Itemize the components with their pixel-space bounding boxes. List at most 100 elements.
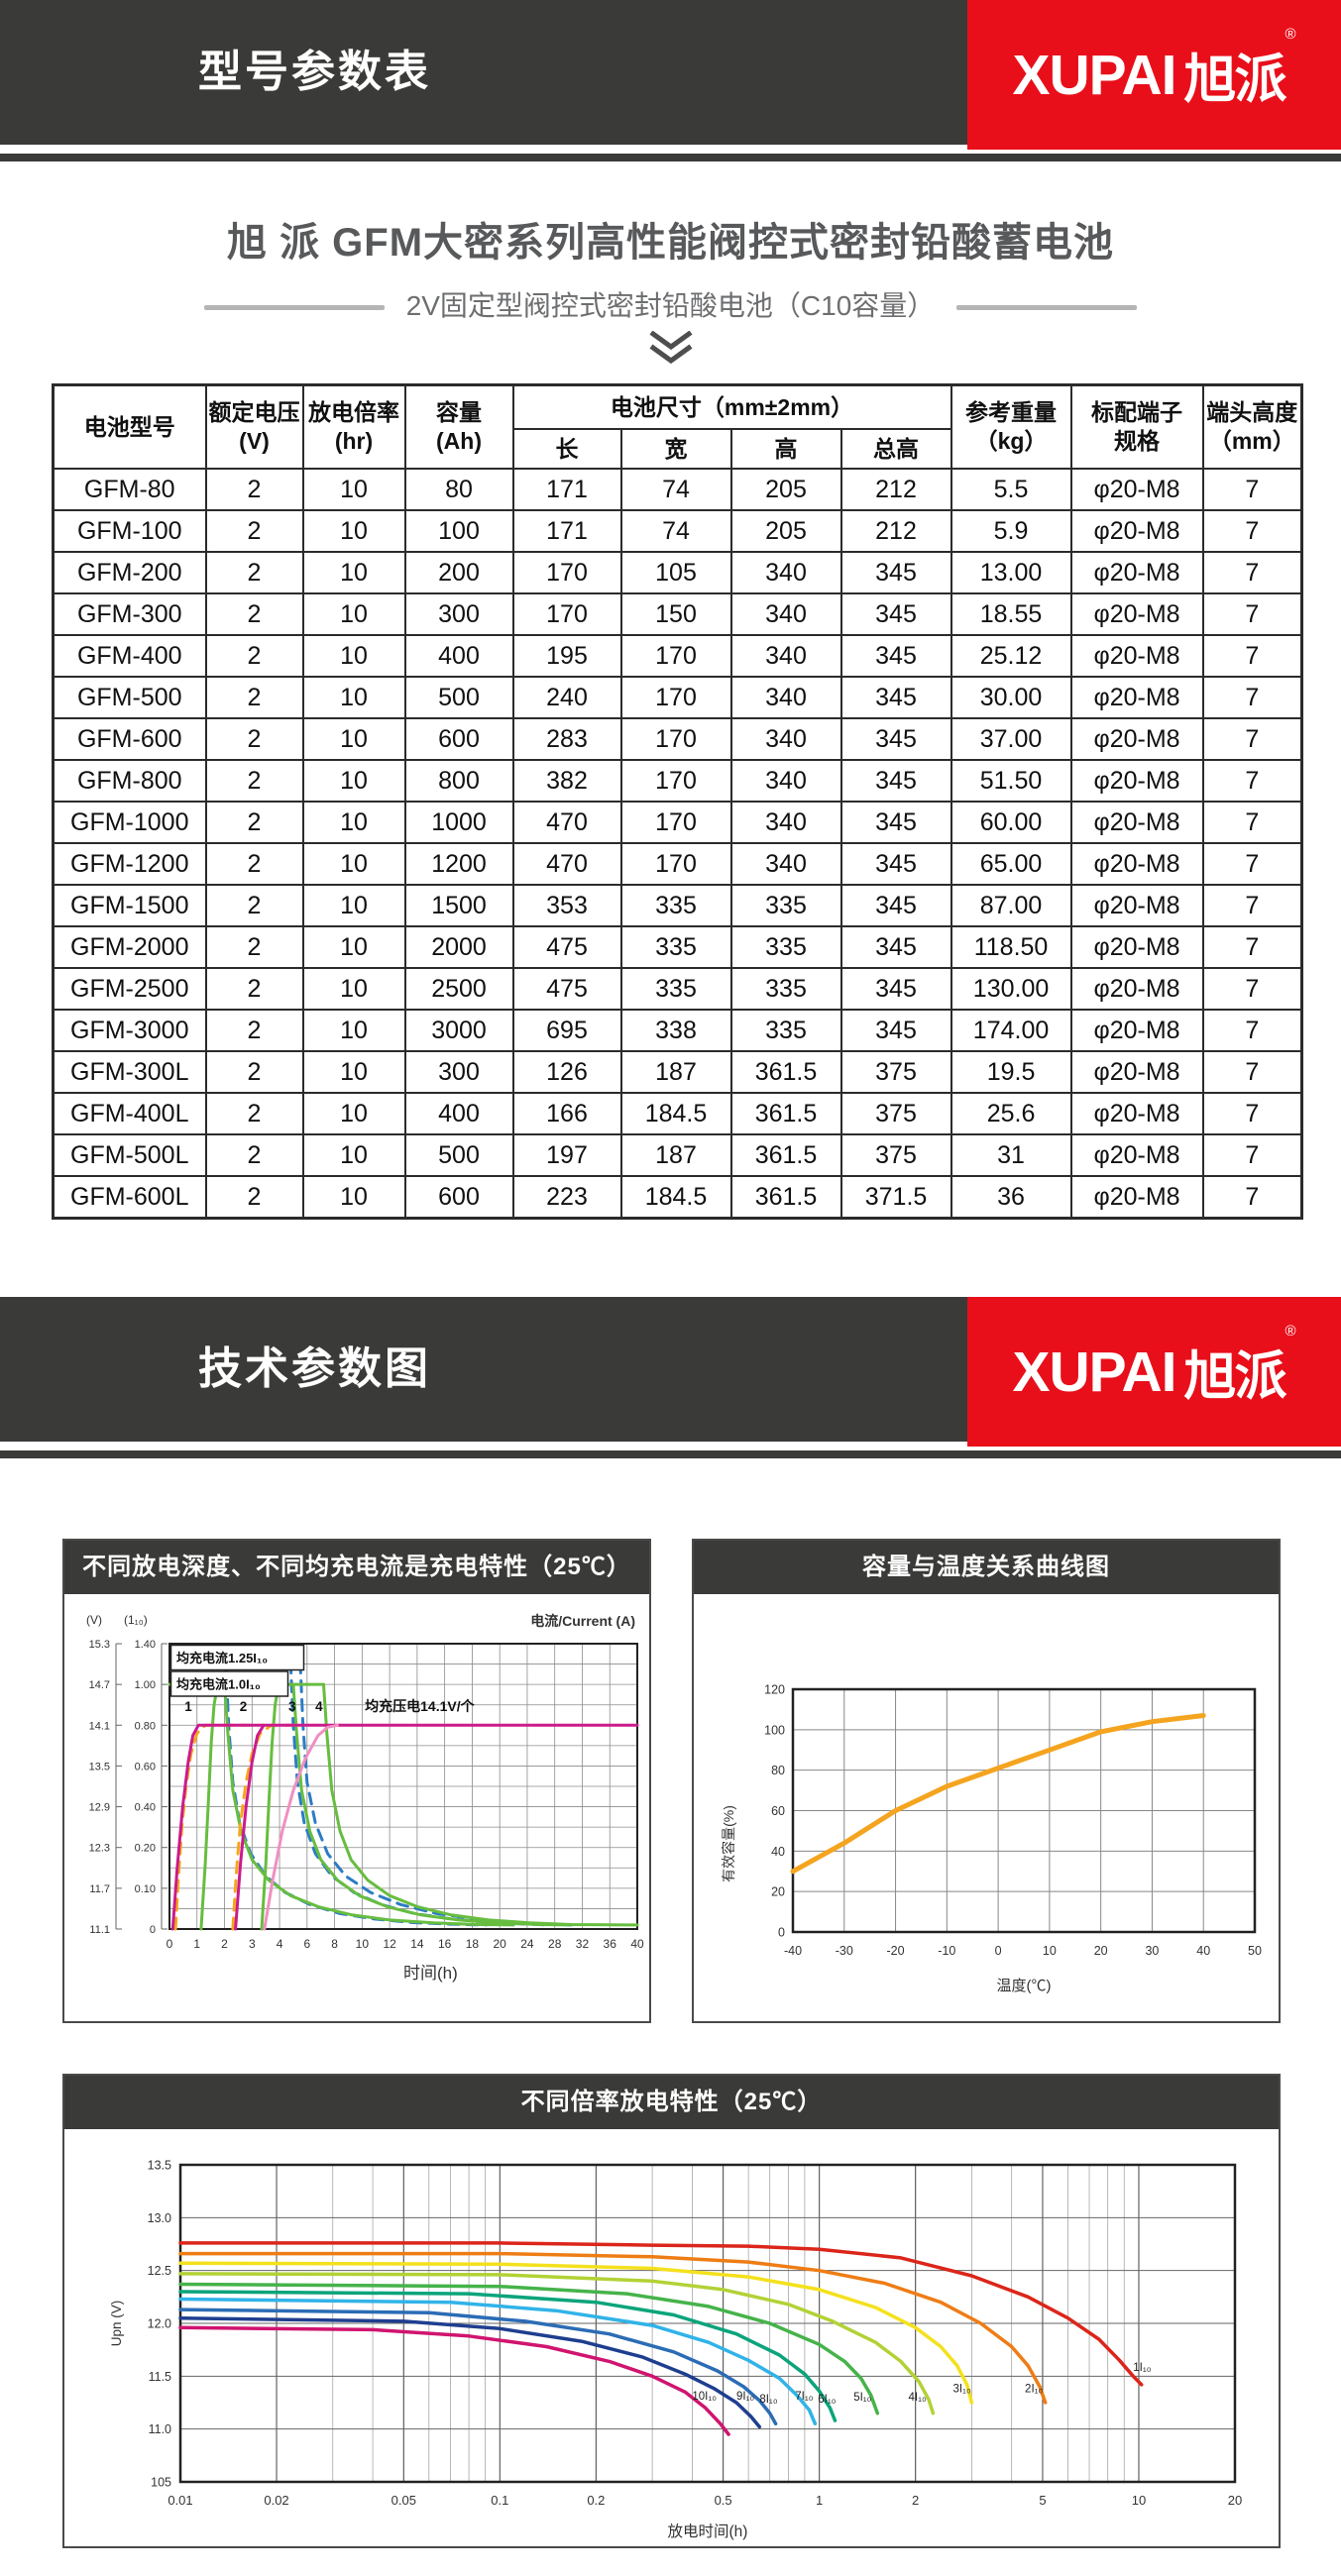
svg-text:(1₁₀): (1₁₀) xyxy=(124,1613,148,1627)
table-cell: GFM-2500 xyxy=(52,967,207,1011)
table-cell: 400 xyxy=(403,1092,514,1135)
svg-text:2I₁₀: 2I₁₀ xyxy=(1025,2383,1043,2395)
svg-text:15.3: 15.3 xyxy=(89,1639,110,1651)
col-header-model: 电池型号 xyxy=(52,383,207,470)
table-cell: 170 xyxy=(619,717,732,761)
svg-text:14: 14 xyxy=(410,1937,424,1951)
svg-text:0: 0 xyxy=(778,1926,785,1940)
table-cell: 5.5 xyxy=(950,468,1072,511)
brand-logo-text-cn: 旭派 xyxy=(1183,50,1286,109)
svg-text:2: 2 xyxy=(221,1937,228,1951)
svg-text:13.5: 13.5 xyxy=(89,1761,110,1772)
table-cell: 500 xyxy=(403,1133,514,1177)
table-row: GFM-1500 2 10 1500 353 335 335 345 87.00 φ20-M8 7 xyxy=(52,884,1303,927)
table-cell: GFM-800 xyxy=(52,759,207,803)
table-cell: 170 xyxy=(619,842,732,886)
table-cell: 74 xyxy=(619,468,732,511)
table-cell: φ20-M8 xyxy=(1069,842,1204,886)
table-cell: 2 xyxy=(204,1092,304,1135)
panel-capacity-temperature: 容量与温度关系曲线图 0 20 40 60 80 100 120 -40 -30 -20 -10 0 1… xyxy=(692,1539,1281,2023)
svg-text:7I₁₀: 7I₁₀ xyxy=(795,2391,813,2403)
svg-text:0.1: 0.1 xyxy=(491,2493,508,2508)
svg-text:40: 40 xyxy=(771,1845,785,1859)
svg-text:13.0: 13.0 xyxy=(148,2211,171,2225)
table-cell: 400 xyxy=(403,634,514,678)
table-cell: 2 xyxy=(204,1175,304,1220)
table-cell: 170 xyxy=(619,634,732,678)
table-cell: 335 xyxy=(619,925,732,969)
table-cell: 171 xyxy=(511,468,622,511)
table-cell: φ20-M8 xyxy=(1069,634,1204,678)
table-cell: 340 xyxy=(729,759,842,803)
table-cell: 345 xyxy=(839,925,952,969)
table-cell: 7 xyxy=(1201,967,1303,1011)
table-cell: 353 xyxy=(511,884,622,927)
table-row: GFM-2500 2 10 2500 475 335 335 345 130.00 φ20-M8 7 xyxy=(52,967,1303,1011)
table-cell: 361.5 xyxy=(729,1050,842,1094)
table-cell: GFM-500L xyxy=(52,1133,207,1177)
svg-text:0.10: 0.10 xyxy=(135,1883,156,1895)
header-divider-strip xyxy=(0,154,1341,161)
table-cell: 300 xyxy=(403,1050,514,1094)
table-cell: 600 xyxy=(403,717,514,761)
svg-text:3I₁₀: 3I₁₀ xyxy=(952,2383,970,2395)
svg-text:3: 3 xyxy=(288,1699,296,1714)
table-cell: 345 xyxy=(839,551,952,594)
svg-text:14.7: 14.7 xyxy=(89,1679,110,1691)
table-cell: GFM-200 xyxy=(52,551,207,594)
table-cell: 3000 xyxy=(403,1009,514,1052)
table-cell: 361.5 xyxy=(729,1133,842,1177)
svg-text:4: 4 xyxy=(315,1699,323,1714)
svg-text:0.5: 0.5 xyxy=(715,2493,732,2508)
svg-text:0: 0 xyxy=(150,1924,156,1936)
col-header-rate: 放电倍率 (hr) xyxy=(301,383,406,470)
table-cell: φ20-M8 xyxy=(1069,925,1204,969)
table-cell: 13.00 xyxy=(950,551,1072,594)
charging-characteristics-chart: 15.3 1.40 14.7 1.00 14.1 0.80 13.5 0.60 12.9 0.40… xyxy=(86,1613,644,1983)
svg-text:8: 8 xyxy=(331,1937,338,1951)
svg-text:1.00: 1.00 xyxy=(135,1679,156,1691)
table-cell: 475 xyxy=(511,967,622,1011)
svg-text:11.7: 11.7 xyxy=(89,1883,110,1895)
table-cell: 300 xyxy=(403,592,514,636)
svg-text:1.40: 1.40 xyxy=(135,1639,156,1651)
table-cell: 375 xyxy=(839,1050,952,1094)
table-row: GFM-100 2 10 100 171 74 205 212 5.9 φ20-M8 7 xyxy=(52,509,1303,553)
svg-text:20: 20 xyxy=(771,1885,785,1899)
svg-text:30: 30 xyxy=(1145,1944,1159,1958)
svg-text:50: 50 xyxy=(1248,1944,1262,1958)
table-cell: 130.00 xyxy=(950,967,1072,1011)
table-cell: 1000 xyxy=(403,801,514,844)
col-header-width: 宽 xyxy=(619,428,732,470)
svg-text:4: 4 xyxy=(277,1937,283,1951)
table-cell: 170 xyxy=(619,801,732,844)
svg-text:1: 1 xyxy=(816,2493,823,2508)
table-cell: 340 xyxy=(729,551,842,594)
table-cell: 30.00 xyxy=(950,676,1072,719)
table-row: GFM-600 2 10 600 283 170 340 345 37.00 φ20-M8 7 xyxy=(52,717,1303,761)
svg-text:40: 40 xyxy=(1196,1944,1210,1958)
table-row: GFM-200 2 10 200 170 105 340 345 13.00 φ20-M8 7 xyxy=(52,551,1303,594)
table-cell: φ20-M8 xyxy=(1069,801,1204,844)
table-cell: GFM-300 xyxy=(52,592,207,636)
svg-text:Upn (V): Upn (V) xyxy=(109,2301,124,2347)
table-row: GFM-600L 2 10 600 223 184.5 361.5 371.5 36 φ20-M8… xyxy=(52,1175,1303,1220)
table-row: GFM-300L 2 10 300 126 187 361.5 375 19.5 φ20-M8 7 xyxy=(52,1050,1303,1094)
table-cell: 170 xyxy=(619,759,732,803)
table-cell: 7 xyxy=(1201,634,1303,678)
table-cell: 118.50 xyxy=(950,925,1072,969)
svg-text:12.9: 12.9 xyxy=(89,1802,110,1814)
table-cell: 10 xyxy=(301,509,406,553)
table-cell: 10 xyxy=(301,759,406,803)
panel-discharge-characteristics: 不同倍率放电特性（25℃） 13.5 13.0 12.5 12.0 11.5 11.0 10… xyxy=(62,2074,1281,2548)
col-header-height: 高 xyxy=(729,428,842,470)
svg-text:18: 18 xyxy=(466,1937,480,1951)
col-header-total-height: 总高 xyxy=(839,428,952,470)
table-cell: 187 xyxy=(619,1133,732,1177)
svg-text:12: 12 xyxy=(383,1937,396,1951)
table-cell: 470 xyxy=(511,842,622,886)
table-cell: 166 xyxy=(511,1092,622,1135)
panel-title-discharge: 不同倍率放电特性（25℃） xyxy=(64,2076,1279,2129)
table-cell: GFM-600 xyxy=(52,717,207,761)
